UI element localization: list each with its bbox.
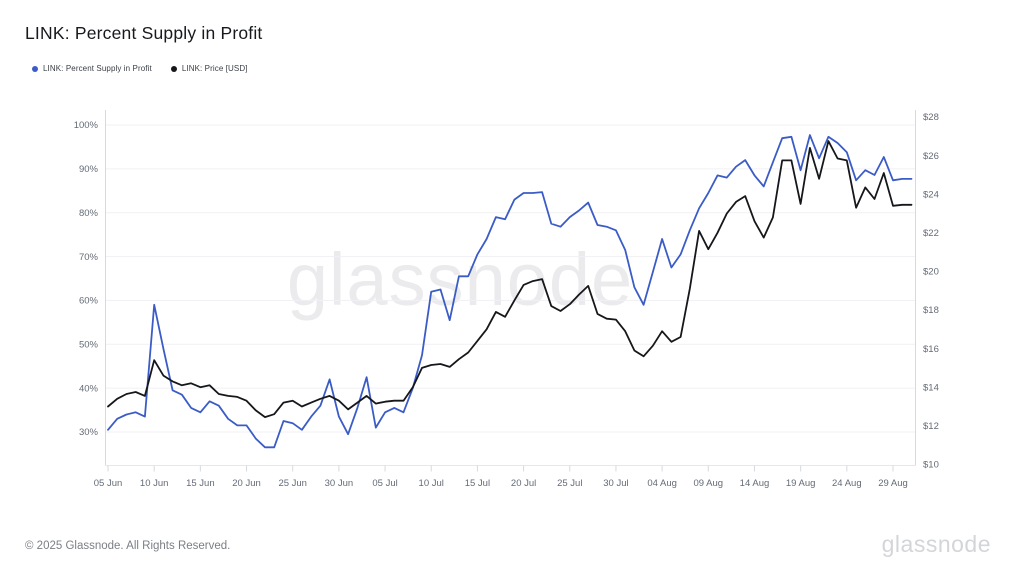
x-axis-label: 19 Aug [786, 478, 816, 489]
y-axis-right-label: $10 [923, 460, 939, 471]
x-axis-label: 20 Jun [232, 478, 261, 489]
y-axis-left-label: 100% [74, 120, 99, 131]
chart-legend: LINK: Percent Supply in Profit LINK: Pri… [32, 64, 248, 73]
legend-label-price: LINK: Price [USD] [181, 64, 248, 73]
y-axis-right-label: $28 [923, 112, 939, 123]
x-axis-label: 29 Aug [878, 478, 908, 489]
y-axis-right-label: $16 [923, 344, 939, 355]
y-axis-right-label: $24 [923, 189, 939, 200]
x-axis-label: 05 Jul [372, 478, 397, 489]
x-axis-label: 15 Jun [186, 478, 215, 489]
legend-item-price[interactable]: LINK: Price [USD] [170, 64, 248, 73]
y-axis-left-label: 60% [79, 296, 99, 307]
x-axis-label: 10 Jun [140, 478, 169, 489]
x-axis-label: 30 Jun [325, 478, 354, 489]
chart-title: LINK: Percent Supply in Profit [25, 23, 263, 43]
y-axis-left-label: 30% [79, 427, 99, 438]
price-line [107, 140, 913, 419]
x-axis-label: 10 Jul [419, 478, 444, 489]
y-axis-right-label: $14 [923, 382, 939, 393]
y-axis-left-label: 90% [79, 164, 99, 175]
percent-supply-line [107, 134, 913, 449]
x-axis-label: 09 Aug [693, 478, 723, 489]
glassnode-watermark: glassnode [105, 243, 815, 317]
percent-supply-legend-dot-icon [32, 65, 38, 72]
glassnode-logo: glassnode [881, 531, 991, 557]
x-axis-label: 14 Aug [740, 478, 770, 489]
x-axis-label: 24 Aug [832, 478, 862, 489]
y-axis-right-label: $20 [923, 267, 939, 278]
y-axis-right-label: $26 [923, 151, 939, 162]
legend-item-percent-supply[interactable]: LINK: Percent Supply in Profit [32, 64, 152, 73]
y-axis-right-label: $18 [923, 305, 939, 316]
y-axis-left-label: 40% [79, 383, 99, 394]
y-axis-right-label: $12 [923, 421, 939, 432]
x-axis-label: 25 Jul [557, 478, 582, 489]
x-axis-label: 30 Jul [603, 478, 628, 489]
legend-label-percent-supply: LINK: Percent Supply in Profit [43, 64, 152, 73]
y-axis-left-label: 50% [79, 339, 99, 350]
x-axis-label: 25 Jun [278, 478, 307, 489]
x-axis-label: 15 Jul [465, 478, 490, 489]
footer-copyright: © 2025 Glassnode. All Rights Reserved. [25, 540, 231, 552]
plot-area[interactable] [106, 110, 916, 466]
x-axis-label: 20 Jul [511, 478, 536, 489]
y-axis-left-label: 80% [79, 208, 99, 219]
x-axis-label: 04 Aug [647, 478, 677, 489]
x-axis-label: 05 Jun [94, 478, 123, 489]
y-axis-right-label: $22 [923, 228, 939, 239]
price-legend-dot-icon [170, 65, 177, 72]
y-axis-left-label: 70% [79, 252, 99, 263]
